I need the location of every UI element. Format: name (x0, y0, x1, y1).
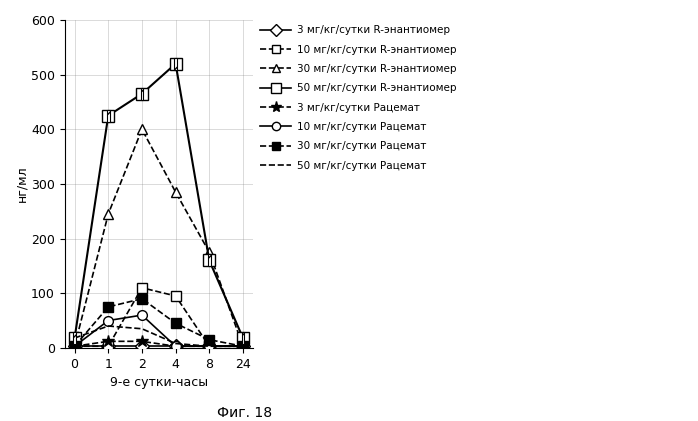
3 мг/кг/сутки R-энантиомер (239, 344, 247, 349)
10 мг/кг/сутки Рацемат (138, 312, 146, 317)
Line: 30 мг/кг/сутки R-энантиомер: 30 мг/кг/сутки R-энантиомер (70, 125, 248, 351)
50 мг/кг/сутки R-энантиомер (70, 336, 79, 341)
3 мг/кг/сутки R-энантиомер (70, 344, 79, 349)
Line: 10 мг/кг/сутки R-энантиомер: 10 мг/кг/сутки R-энантиомер (70, 283, 248, 351)
50 мг/кг/сутки Рацемат (239, 344, 247, 349)
10 мг/кг/сутки R-энантиомер (205, 344, 214, 349)
FancyBboxPatch shape (242, 332, 244, 344)
10 мг/кг/сутки R-энантиомер (70, 344, 79, 349)
3 мг/кг/сутки Рацемат (70, 344, 79, 349)
Line: 30 мг/кг/сутки Рацемат: 30 мг/кг/сутки Рацемат (70, 294, 248, 351)
50 мг/кг/сутки Рацемат (205, 344, 214, 349)
10 мг/кг/сутки Рацемат (104, 318, 112, 323)
Y-axis label: нг/мл: нг/мл (15, 165, 28, 202)
10 мг/кг/сутки R-энантиомер (172, 293, 180, 298)
3 мг/кг/сутки Рацемат (138, 339, 146, 344)
10 мг/кг/сутки Рацемат (205, 344, 214, 349)
30 мг/кг/сутки R-энантиомер (138, 127, 146, 132)
30 мг/кг/сутки R-энантиомер (172, 189, 180, 195)
3 мг/кг/сутки R-энантиомер (172, 344, 180, 349)
50 мг/кг/сутки Рацемат (70, 336, 79, 341)
30 мг/кг/сутки Рацемат (70, 344, 79, 349)
50 мг/кг/сутки Рацемат (172, 341, 180, 346)
50 мг/кг/сутки R-энантиомер (138, 91, 146, 96)
30 мг/кг/сутки Рацемат (205, 337, 214, 342)
3 мг/кг/сутки R-энантиомер (138, 344, 146, 349)
Legend: 3 мг/кг/сутки R-энантиомер, 10 мг/кг/сутки R-энантиомер, 30 мг/кг/сутки R-энанти: 3 мг/кг/сутки R-энантиомер, 10 мг/кг/сут… (260, 25, 456, 171)
FancyBboxPatch shape (140, 88, 143, 100)
Text: Фиг. 18: Фиг. 18 (217, 406, 272, 420)
10 мг/кг/сутки Рацемат (70, 344, 79, 349)
50 мг/кг/сутки Рацемат (104, 323, 112, 328)
3 мг/кг/сутки Рацемат (104, 339, 112, 344)
30 мг/кг/сутки Рацемат (239, 344, 247, 349)
30 мг/кг/сутки Рацемат (172, 321, 180, 326)
50 мг/кг/сутки Рацемат (138, 326, 146, 331)
Line: 10 мг/кг/сутки Рацемат: 10 мг/кг/сутки Рацемат (70, 310, 248, 351)
50 мг/кг/сутки R-энантиомер (172, 61, 180, 66)
10 мг/кг/сутки Рацемат (239, 344, 247, 349)
10 мг/кг/сутки R-энантиомер (138, 285, 146, 290)
10 мг/кг/сутки Рацемат (172, 344, 180, 349)
FancyBboxPatch shape (73, 332, 76, 344)
Line: 3 мг/кг/сутки Рацемат: 3 мг/кг/сутки Рацемат (68, 335, 249, 352)
Line: 3 мг/кг/сутки R-энантиомер: 3 мг/кг/сутки R-энантиомер (70, 341, 248, 351)
3 мг/кг/сутки Рацемат (172, 344, 180, 349)
50 мг/кг/сутки R-энантиомер (104, 113, 112, 118)
30 мг/кг/сутки R-энантиомер (239, 344, 247, 349)
10 мг/кг/сутки R-энантиомер (104, 344, 112, 349)
Line: 50 мг/кг/сутки Рацемат: 50 мг/кг/сутки Рацемат (75, 326, 243, 346)
30 мг/кг/сутки R-энантиомер (70, 344, 79, 349)
3 мг/кг/сутки Рацемат (205, 344, 214, 349)
3 мг/кг/сутки R-энантиомер (205, 344, 214, 349)
30 мг/кг/сутки Рацемат (138, 296, 146, 301)
30 мг/кг/сутки R-энантиомер (104, 211, 112, 216)
3 мг/кг/сутки Рацемат (239, 344, 247, 349)
3 мг/кг/сутки R-энантиомер (104, 344, 112, 349)
30 мг/кг/сутки R-энантиомер (205, 250, 214, 255)
FancyBboxPatch shape (107, 109, 110, 122)
30 мг/кг/сутки Рацемат (104, 304, 112, 309)
Line: 50 мг/кг/сутки R-энантиомер: 50 мг/кг/сутки R-энантиомер (69, 58, 248, 344)
50 мг/кг/сутки R-энантиомер (205, 258, 214, 263)
X-axis label: 9-е сутки-часы: 9-е сутки-часы (110, 376, 208, 389)
FancyBboxPatch shape (208, 254, 211, 266)
10 мг/кг/сутки R-энантиомер (239, 344, 247, 349)
FancyBboxPatch shape (174, 58, 177, 70)
50 мг/кг/сутки R-энантиомер (239, 336, 247, 341)
